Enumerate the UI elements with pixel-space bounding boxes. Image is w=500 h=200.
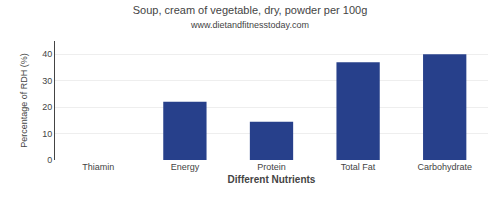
svg-text:Soup, cream of vegetable, dry,: Soup, cream of vegetable, dry, powder pe… xyxy=(133,4,368,30)
svg-text:Energy: Energy xyxy=(171,162,200,172)
svg-text:0: 0 xyxy=(47,155,52,165)
svg-text:30: 30 xyxy=(42,76,52,86)
svg-text:Different Nutrients: Different Nutrients xyxy=(228,174,316,185)
svg-text:Total Fat: Total Fat xyxy=(341,162,376,172)
svg-text:Protein: Protein xyxy=(257,162,286,172)
svg-text:Percentage of RDH (%): Percentage of RDH (%) xyxy=(19,53,29,148)
svg-text:Carbohydrate: Carbohydrate xyxy=(417,162,472,172)
svg-text:20: 20 xyxy=(42,102,52,112)
svg-text:10: 10 xyxy=(42,129,52,139)
svg-text:Thiamin: Thiamin xyxy=(82,162,114,172)
svg-text:40: 40 xyxy=(42,49,52,59)
